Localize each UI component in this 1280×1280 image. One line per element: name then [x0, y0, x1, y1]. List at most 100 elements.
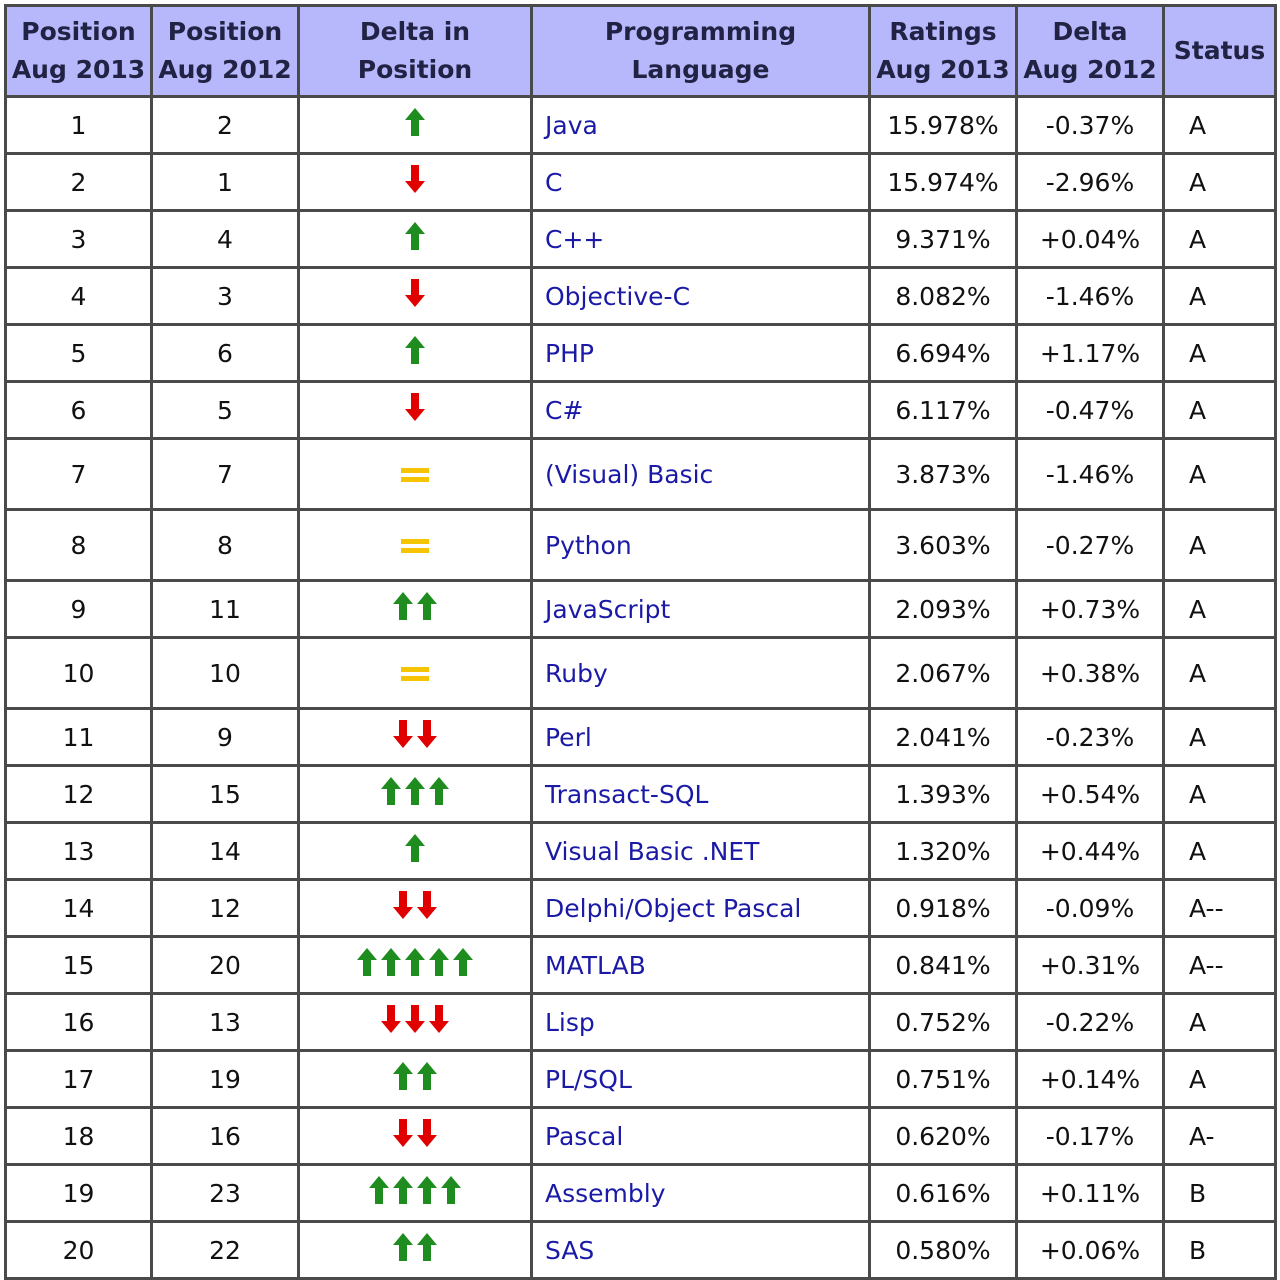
table-row: 5 6 PHP 6.694% +1.17% A [4, 323, 1277, 383]
header-label: Aug 2013 [876, 55, 1010, 84]
arrow-up-icon [417, 1176, 437, 1204]
arrow-down-icon [381, 1005, 401, 1033]
delta-in-position-cell [297, 1049, 533, 1109]
equal-icon [401, 467, 429, 482]
arrow-down-icon [429, 1005, 449, 1033]
language-cell: C [530, 152, 871, 212]
delta-in-position-cell [297, 992, 533, 1052]
status-cell: A [1162, 152, 1277, 212]
arrow-up-icon [393, 1233, 413, 1261]
delta-in-position-cell [297, 579, 533, 639]
delta-arrows [392, 591, 438, 621]
header-label: Delta [1052, 17, 1128, 46]
delta-in-position-cell [297, 508, 533, 582]
rating-cell: 8.082% [868, 266, 1018, 326]
status-cell: A [1162, 508, 1277, 582]
table-row: 15 20 MATLAB 0.841% +0.31% A-- [4, 935, 1277, 995]
rating-cell: 3.603% [868, 508, 1018, 582]
position-2013-cell: 8 [4, 508, 153, 582]
header-delta-2012: Delta Aug 2012 [1015, 4, 1165, 98]
rating-cell: 0.616% [868, 1163, 1018, 1223]
delta-arrows [392, 890, 438, 920]
arrow-up-icon [405, 777, 425, 805]
header-label: Programming Language [604, 17, 797, 84]
rating-cell: 0.918% [868, 878, 1018, 938]
delta-arrows [368, 1175, 462, 1205]
status-cell: A [1162, 821, 1277, 881]
arrow-up-icon [405, 108, 425, 136]
language-cell: Pascal [530, 1106, 871, 1166]
delta-cell: +0.04% [1015, 209, 1165, 269]
position-2013-cell: 2 [4, 152, 153, 212]
rating-cell: 1.320% [868, 821, 1018, 881]
delta-arrows [404, 278, 426, 308]
position-2012-cell: 3 [150, 266, 300, 326]
arrow-up-icon [405, 834, 425, 862]
delta-arrows [380, 1004, 450, 1034]
delta-cell: -0.37% [1015, 95, 1165, 155]
table-row: 12 15 Transact-SQL 1.393% +0.54% A [4, 764, 1277, 824]
arrow-up-icon [429, 777, 449, 805]
position-2013-cell: 11 [4, 707, 153, 767]
language-cell: PHP [530, 323, 871, 383]
position-2012-cell: 5 [150, 380, 300, 440]
delta-arrows [404, 107, 426, 137]
table-row: 17 19 PL/SQL 0.751% +0.14% A [4, 1049, 1277, 1109]
header-ratings-2013: Ratings Aug 2013 [868, 4, 1018, 98]
position-2013-cell: 9 [4, 579, 153, 639]
header-position-2013: Position Aug 2013 [4, 4, 153, 98]
delta-in-position-cell [297, 323, 533, 383]
table-row: 9 11 JavaScript 2.093% +0.73% A [4, 579, 1277, 639]
status-cell: A [1162, 209, 1277, 269]
header-status: Status [1162, 4, 1277, 98]
rating-cell: 0.580% [868, 1220, 1018, 1280]
rating-cell: 2.067% [868, 636, 1018, 710]
status-cell: B [1162, 1163, 1277, 1223]
header-label: Aug 2013 [11, 55, 146, 84]
table-row: 13 14 Visual Basic .NET 1.320% +0.44% A [4, 821, 1277, 881]
delta-arrows [400, 467, 430, 483]
delta-cell: +0.73% [1015, 579, 1165, 639]
position-2012-cell: 20 [150, 935, 300, 995]
arrow-up-icon [393, 1062, 413, 1090]
arrow-up-icon [405, 336, 425, 364]
delta-in-position-cell [297, 266, 533, 326]
status-cell: B [1162, 1220, 1277, 1280]
position-2012-cell: 1 [150, 152, 300, 212]
position-2013-cell: 12 [4, 764, 153, 824]
table-row: 6 5 C# 6.117% -0.47% A [4, 380, 1277, 440]
programming-language-ranking-table: Position Aug 2013 Position Aug 2012 Delta … [4, 4, 1277, 1280]
arrow-down-icon [405, 393, 425, 421]
rating-cell: 2.093% [868, 579, 1018, 639]
delta-arrows [392, 1232, 438, 1262]
arrow-down-icon [405, 165, 425, 193]
status-cell: A [1162, 636, 1277, 710]
arrow-down-icon [393, 720, 413, 748]
status-cell: A [1162, 437, 1277, 511]
arrow-up-icon [417, 1233, 437, 1261]
delta-in-position-cell [297, 209, 533, 269]
status-cell: A-- [1162, 878, 1277, 938]
header-label: Aug 2012 [158, 55, 292, 84]
language-cell: SAS [530, 1220, 871, 1280]
delta-arrows [404, 335, 426, 365]
delta-arrows [404, 221, 426, 251]
delta-cell: +1.17% [1015, 323, 1165, 383]
position-2013-cell: 6 [4, 380, 153, 440]
rating-cell: 3.873% [868, 437, 1018, 511]
language-cell: Java [530, 95, 871, 155]
position-2012-cell: 7 [150, 437, 300, 511]
arrow-up-icon [441, 1176, 461, 1204]
delta-cell: -1.46% [1015, 437, 1165, 511]
arrow-up-icon [381, 777, 401, 805]
header-label: Position [21, 17, 136, 46]
language-cell: MATLAB [530, 935, 871, 995]
language-cell: C++ [530, 209, 871, 269]
rating-cell: 6.117% [868, 380, 1018, 440]
position-2013-cell: 14 [4, 878, 153, 938]
language-cell: Delphi/Object Pascal [530, 878, 871, 938]
delta-cell: -2.96% [1015, 152, 1165, 212]
equal-icon [401, 538, 429, 553]
position-2012-cell: 16 [150, 1106, 300, 1166]
arrow-up-icon [405, 222, 425, 250]
